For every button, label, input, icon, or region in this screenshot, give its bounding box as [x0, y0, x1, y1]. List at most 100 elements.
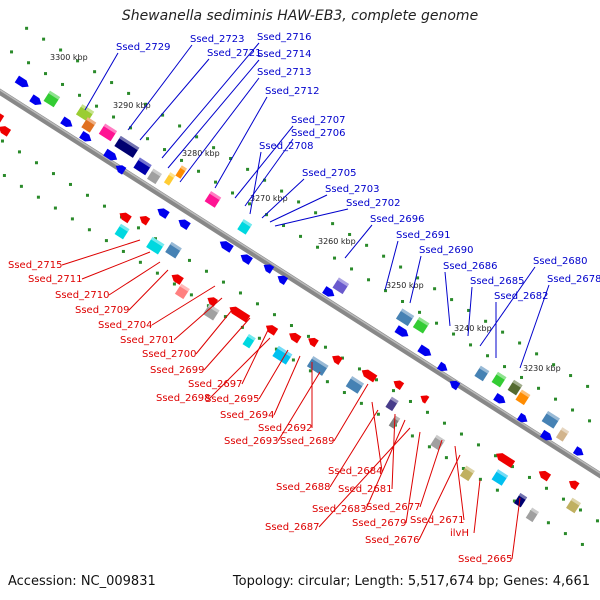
- tick-dot: [146, 137, 150, 141]
- gene-arrow: [178, 219, 191, 230]
- tick-dot: [308, 369, 312, 373]
- gene-arrow: [240, 254, 253, 265]
- tick-dot: [299, 234, 303, 238]
- tick-dot: [189, 293, 193, 297]
- gene-arrow: [115, 165, 127, 175]
- tick-dot: [359, 401, 363, 405]
- tick-dot: [391, 389, 395, 393]
- kbp-tick-label: 3250 kbp: [386, 281, 424, 290]
- gene-arrow: [516, 412, 528, 423]
- leader-line: [258, 349, 289, 400]
- tick-dot: [510, 465, 514, 469]
- tick-dot: [280, 189, 284, 193]
- leader-line: [473, 479, 481, 534]
- gene-box: [345, 376, 364, 394]
- gene-box: [204, 191, 222, 208]
- gene-label-reverse: Ssed_2681: [338, 484, 393, 495]
- gene-arrow: [332, 355, 343, 365]
- gene-arrow: [394, 325, 409, 337]
- tick-dot: [484, 319, 488, 323]
- gene-box: [165, 241, 182, 259]
- tick-dot: [161, 113, 165, 117]
- gene-label-forward: Ssed_2721: [207, 48, 262, 59]
- leader-line: [418, 454, 461, 541]
- tick-dot: [265, 213, 269, 217]
- tick-dot: [569, 374, 573, 378]
- gene-label-forward: Ssed_2712: [265, 86, 320, 97]
- kbp-tick-label: 3280 kbp: [182, 149, 220, 158]
- gene-arrow: [308, 337, 319, 348]
- gene-box: [147, 168, 162, 185]
- gene-box: [459, 465, 475, 482]
- gene-arrow: [393, 380, 405, 390]
- gene-label-reverse: Ssed_2701: [120, 335, 175, 346]
- tick-dot: [367, 278, 371, 282]
- tick-dot: [478, 477, 482, 481]
- tick-dot: [255, 302, 259, 306]
- tick-dot: [127, 91, 131, 95]
- tick-dot: [408, 399, 412, 403]
- tick-dot: [425, 410, 429, 414]
- tick-dot: [76, 59, 80, 63]
- tick-dot: [204, 269, 208, 273]
- tick-dot: [257, 336, 261, 340]
- tick-dot: [172, 282, 176, 286]
- gene-labels: Ssed_2729 Ssed_2723 Ssed_2721 Ssed_2716 Ssed…: [8, 32, 600, 565]
- leader-line: [139, 58, 210, 141]
- gene-arrow: [0, 126, 12, 137]
- kbp-tick-label: 3240 kbp: [454, 324, 492, 333]
- tick-dot: [486, 354, 490, 358]
- tick-dot: [546, 521, 550, 525]
- tick-dot: [469, 343, 473, 347]
- gene-label-forward: Ssed_2714: [257, 49, 312, 60]
- leader-line: [61, 239, 141, 266]
- gene-label-reverse: Ssed_2700: [142, 349, 197, 360]
- gene-label-forward: Ssed_2705: [302, 168, 357, 179]
- tick-dot: [61, 82, 65, 86]
- tick-dot: [376, 412, 380, 416]
- gene-box: [430, 434, 446, 451]
- tick-dot: [129, 126, 133, 130]
- tick-dot: [246, 167, 250, 171]
- tick-dot: [102, 204, 106, 208]
- gene-label-reverse: Ssed_2687: [265, 522, 320, 533]
- tick-dot: [410, 434, 414, 438]
- gene-arrow: [139, 216, 151, 226]
- accession-text: Accession: NC_009831: [8, 574, 156, 589]
- gene-label-forward: Ssed_2696: [370, 214, 425, 225]
- tick-dot: [563, 532, 567, 536]
- gene-label-reverse: Ssed_2671: [410, 515, 465, 526]
- gene-arrow: [29, 94, 42, 105]
- tick-dot: [561, 497, 565, 501]
- leader-line: [128, 269, 169, 311]
- tick-dot: [461, 466, 465, 470]
- tick-dot: [289, 324, 293, 328]
- tick-dot: [588, 419, 592, 423]
- leader-line: [127, 44, 193, 131]
- gene-box: [272, 345, 293, 365]
- gene-label-forward: Ssed_2690: [419, 245, 474, 256]
- leader-line: [195, 309, 233, 355]
- leader-line: [108, 261, 161, 296]
- leader-line: [391, 413, 396, 490]
- tick-dot: [178, 124, 182, 128]
- leader-line: [467, 286, 473, 337]
- tick-dot: [433, 287, 437, 291]
- tick-dot: [93, 70, 97, 74]
- tick-dot: [527, 475, 531, 479]
- gene-arrow: [60, 116, 73, 128]
- tick-dot: [229, 157, 233, 161]
- gene-label-reverse: Ssed_2683: [312, 504, 367, 515]
- gene-box: [114, 135, 140, 158]
- tick-dots: [0, 26, 599, 546]
- gene-box: [133, 157, 152, 176]
- tick-dot: [578, 508, 582, 512]
- kbp-tick-label: 3300 kbp: [50, 53, 88, 62]
- gene-label-reverse: Ssed_2694: [220, 410, 275, 421]
- gene-label-forward: Ssed_2713: [257, 67, 312, 78]
- gene-arrow: [289, 332, 302, 344]
- tick-dot: [399, 265, 403, 269]
- leader-line: [409, 255, 422, 304]
- gene-arrow: [171, 274, 184, 285]
- tick-dot: [53, 206, 57, 210]
